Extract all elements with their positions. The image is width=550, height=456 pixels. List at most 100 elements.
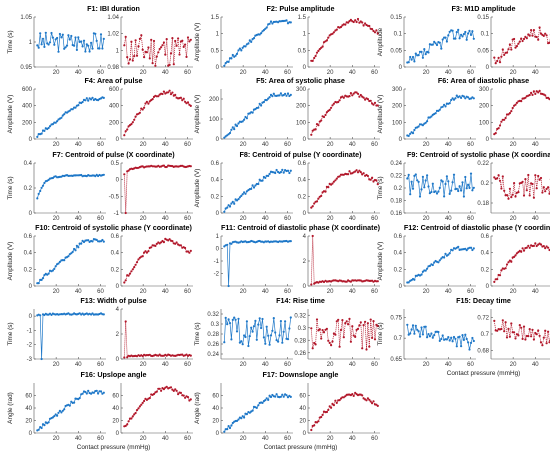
blue-series-point <box>250 326 253 329</box>
blue-series-point <box>407 173 410 176</box>
red-series-point <box>504 116 507 120</box>
red-series-point <box>493 56 496 59</box>
blue-series-point <box>438 186 441 189</box>
red-series-point <box>182 394 185 397</box>
blue-series-point <box>448 30 451 33</box>
blue-series-point <box>282 395 285 398</box>
red-series-point <box>137 407 140 410</box>
x-tick-label: 40 <box>162 289 169 295</box>
blue-series-point <box>448 102 451 105</box>
blue-series-point <box>90 41 93 45</box>
blue-series-point <box>447 180 450 183</box>
red-series-point <box>537 38 540 41</box>
x-tick-label: 20 <box>140 216 147 222</box>
red-series-point <box>521 39 524 43</box>
blue-series-point <box>241 193 244 196</box>
axes-background <box>221 309 293 359</box>
red-series-point <box>351 325 354 328</box>
red-series-point <box>189 398 192 401</box>
blue-series-point <box>240 49 243 52</box>
x-tick-label: 40 <box>349 216 356 222</box>
red-series-point <box>542 186 545 189</box>
x-axis-label: Contact pressure (mmHg) <box>264 444 338 451</box>
y-tick-label: 0.4 <box>111 251 120 257</box>
red-series-point <box>189 104 192 107</box>
red-series-point <box>507 48 510 51</box>
panel-f8: F8: Centroid of pulse (Y coordinate) Ampl… <box>194 150 380 222</box>
blue-series-point <box>277 340 280 343</box>
blue-series-point <box>424 325 427 328</box>
red-series-point <box>348 95 351 98</box>
red-series-point <box>505 51 509 54</box>
blue-series-point <box>223 430 226 433</box>
blue-series-point <box>36 135 39 138</box>
blue-series-point <box>99 390 103 393</box>
blue-series-point <box>57 411 60 414</box>
blue-series-point <box>458 335 461 338</box>
red-series-point <box>496 177 499 180</box>
blue-series-point <box>411 55 415 59</box>
blue-series-point <box>414 324 417 327</box>
red-series-point <box>144 102 147 105</box>
blue-series-point <box>47 272 50 275</box>
red-series-point <box>494 62 497 65</box>
red-series-point <box>331 104 334 107</box>
blue-series-point <box>450 336 453 339</box>
blue-series-point <box>245 320 248 323</box>
y-tick-label: 0 <box>29 211 33 217</box>
red-series-point <box>518 40 521 43</box>
blue-series-point <box>56 36 59 40</box>
y-tick-label: 0 <box>399 284 403 290</box>
red-series-point <box>520 100 523 103</box>
blue-series-point <box>99 33 103 36</box>
blue-series-point <box>471 30 474 33</box>
y-tick-label: 0.6 <box>394 234 403 240</box>
red-series-point <box>508 187 511 190</box>
blue-series-point <box>288 327 291 330</box>
red-series-point <box>498 274 502 277</box>
x-tick-label: 20 <box>510 70 517 76</box>
blue-series-point <box>233 202 236 205</box>
y-tick-label: 60 <box>112 394 119 400</box>
y-tick-label: 0.2 <box>481 181 490 187</box>
red-series-point <box>338 99 341 102</box>
blue-series-point <box>282 171 285 174</box>
x-tick-label: 60 <box>97 142 104 148</box>
red-series-point <box>521 247 524 250</box>
blue-series-point <box>455 345 458 348</box>
red-series-point <box>341 319 344 322</box>
blue-series-point <box>458 185 461 188</box>
red-series-point <box>334 179 337 182</box>
blue-series-point <box>447 253 450 256</box>
red-series-point <box>147 250 150 253</box>
red-series-point <box>133 55 136 58</box>
red-series-point <box>371 176 374 179</box>
blue-series-point <box>258 33 261 36</box>
blue-series-point <box>237 122 240 125</box>
blue-series-point <box>261 317 264 321</box>
blue-series-point <box>238 341 241 344</box>
blue-series-point <box>438 108 441 111</box>
panel-f15: F15: Decay time Time (s) 0.65 0.7 0.75 20 40 60… <box>377 296 550 377</box>
blue-series-point <box>251 184 254 187</box>
blue-series-point <box>465 337 468 341</box>
y-tick-label: 0.32 <box>294 313 306 319</box>
x-tick-label: 40 <box>162 436 169 442</box>
red-series-point <box>539 176 543 180</box>
blue-series-point <box>244 192 247 195</box>
red-series-point <box>148 396 151 400</box>
blue-series-point <box>243 416 246 419</box>
y-tick-label: 200 <box>392 104 403 110</box>
red-series-point <box>324 113 327 117</box>
red-series-point <box>315 200 319 203</box>
y-tick-label: 40 <box>25 406 32 412</box>
red-series-point <box>311 59 314 63</box>
y-tick-label: 300 <box>479 87 490 93</box>
panel-f9: F9: Centroid of systolic phase (X coordi… <box>377 150 550 222</box>
red-series-point <box>532 29 536 32</box>
red-series-point <box>371 336 374 339</box>
red-series-point <box>320 337 323 340</box>
blue-series-point <box>420 326 423 329</box>
red-series-point <box>310 327 313 330</box>
red-series-point <box>369 178 372 181</box>
